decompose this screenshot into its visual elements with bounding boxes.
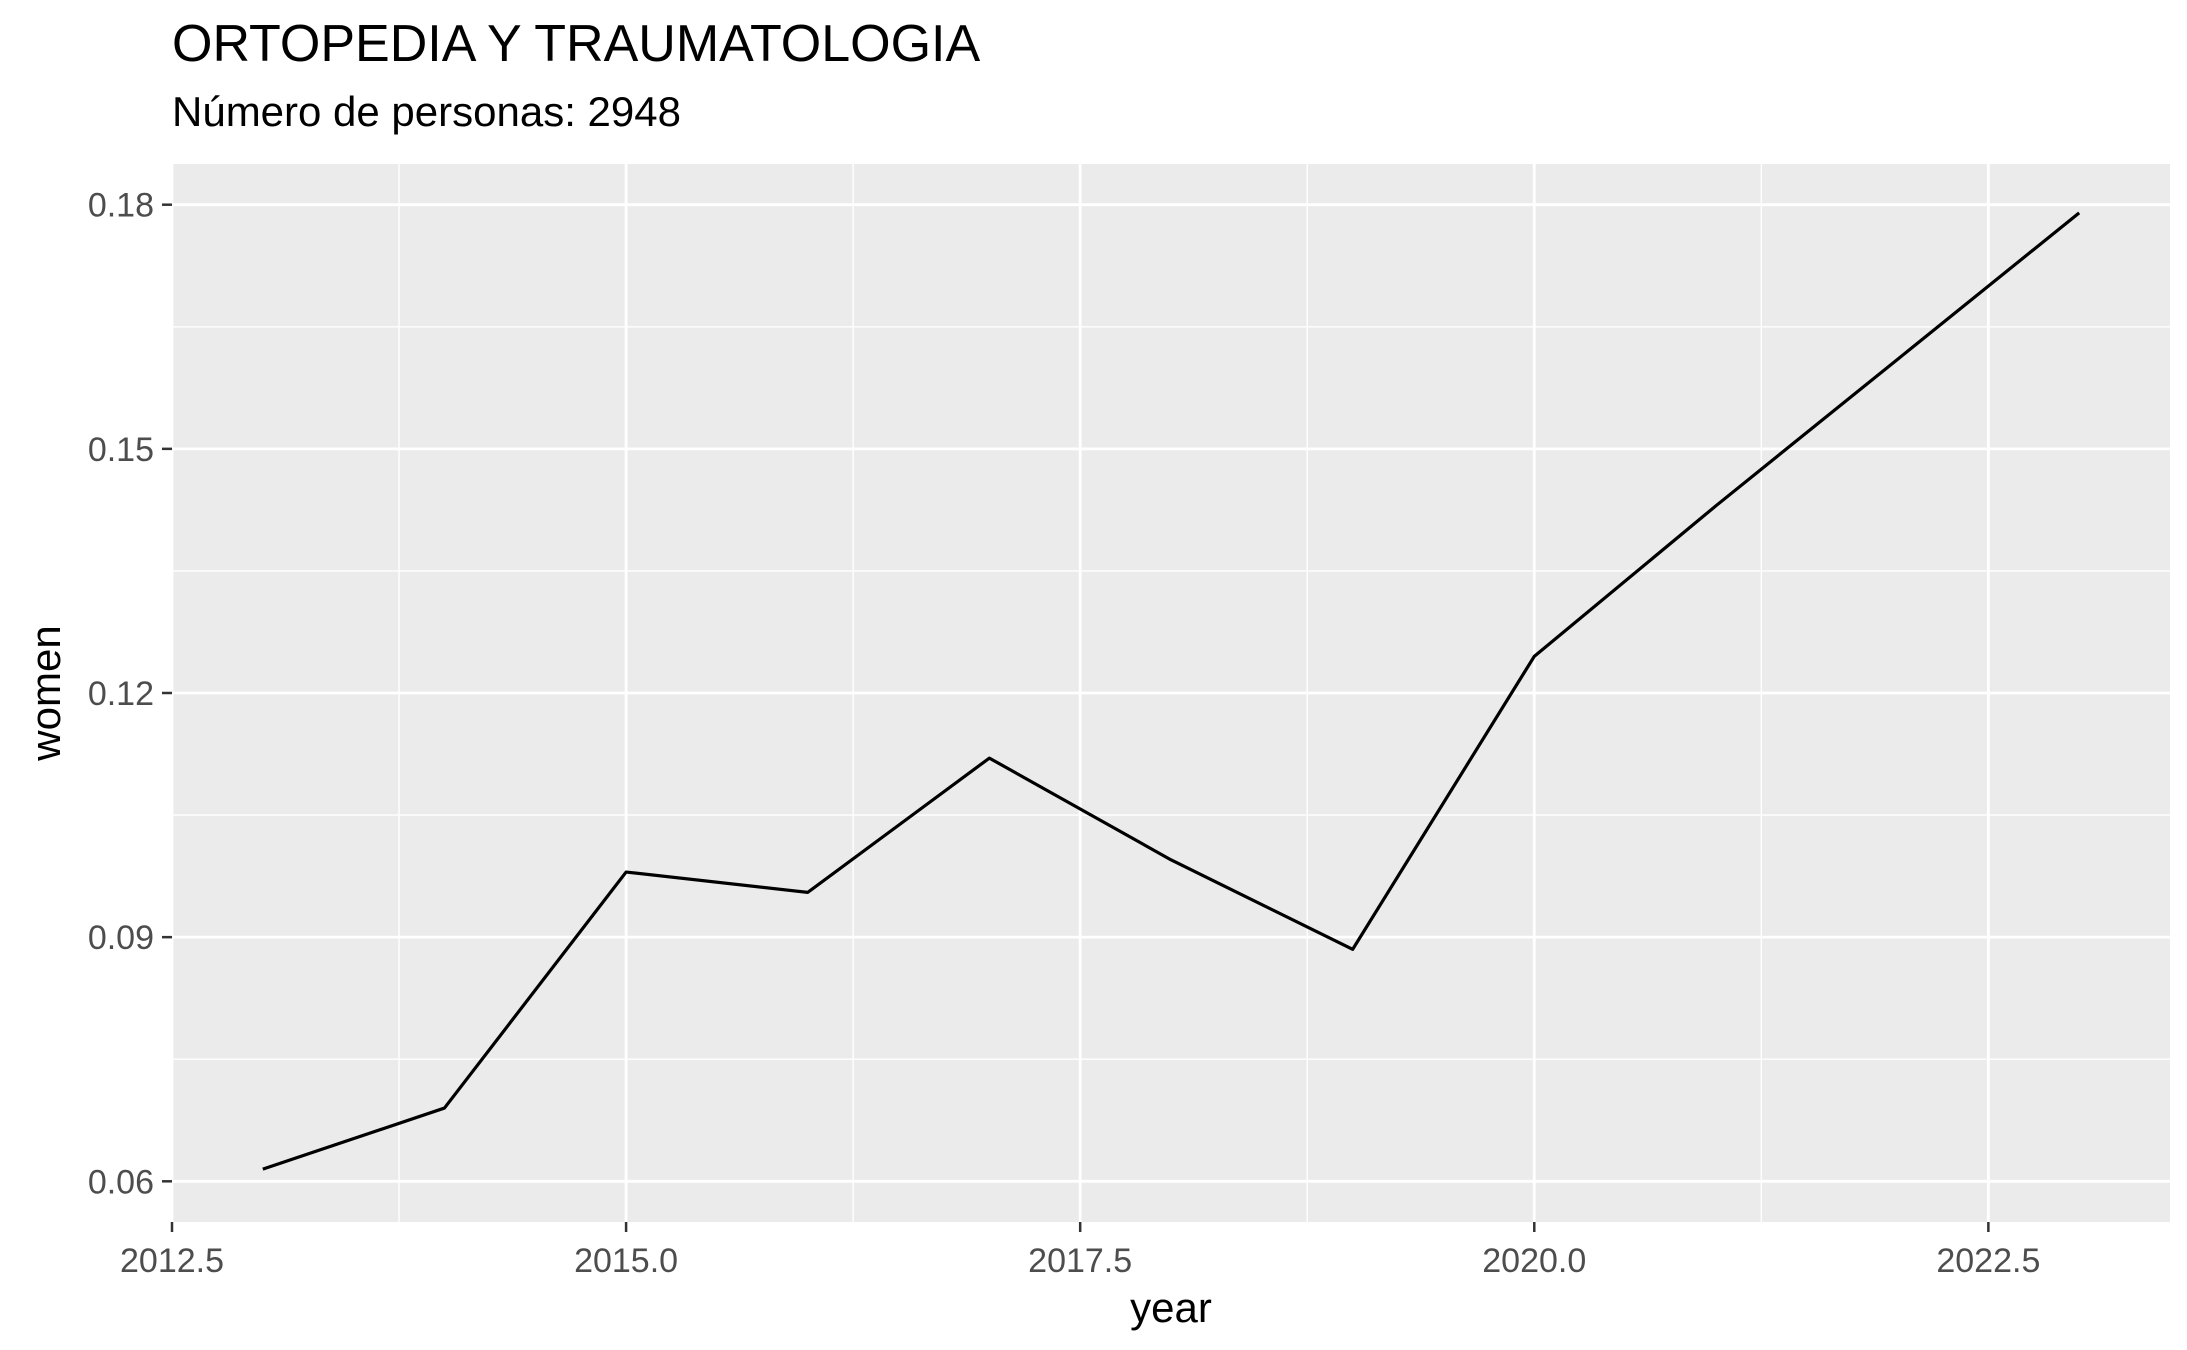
y-tick-label: 0.18 [88,187,154,225]
y-tick-label: 0.15 [88,431,154,469]
series-line [262,211,2081,1171]
x-tick-label: 2012.5 [120,1242,224,1280]
y-tick-label: 0.06 [88,1163,154,1201]
y-axis-title: women [22,625,69,761]
data-series [262,211,2081,1171]
x-axis-title: year [1130,1284,1212,1331]
x-tick-label: 2017.5 [1028,1242,1132,1280]
chart-subtitle: Número de personas: 2948 [172,88,681,135]
chart-title: ORTOPEDIA Y TRAUMATOLOGIA [172,15,981,73]
x-tick-label: 2015.0 [574,1242,678,1280]
y-axis: 0.06 0.09 0.12 0.15 0.18 [88,187,172,1201]
y-tick-label: 0.12 [88,675,154,713]
x-tick-label: 2022.5 [1936,1242,2040,1280]
y-tick-label: 0.09 [88,919,154,957]
x-tick-label: 2020.0 [1482,1242,1586,1280]
x-axis: 2012.5 2015.0 2017.5 2020.0 2022.5 [120,1222,2040,1280]
